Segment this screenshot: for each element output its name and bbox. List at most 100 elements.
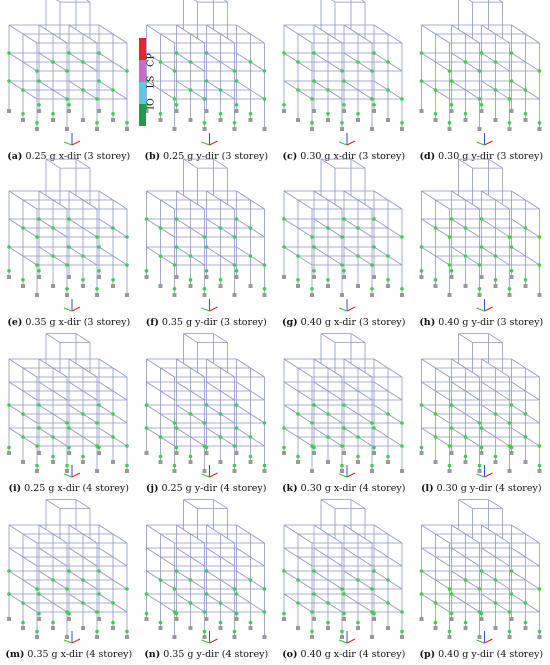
support bbox=[509, 617, 514, 621]
hinge bbox=[282, 569, 286, 573]
support bbox=[386, 626, 390, 630]
beam bbox=[146, 547, 175, 567]
hinge bbox=[479, 103, 484, 107]
hinge bbox=[158, 226, 163, 230]
beam bbox=[511, 358, 540, 378]
support bbox=[537, 469, 542, 473]
hinge bbox=[340, 629, 344, 634]
panel-letter: (j) bbox=[146, 483, 158, 494]
hinge bbox=[204, 245, 209, 249]
support bbox=[232, 635, 237, 639]
support bbox=[342, 617, 346, 621]
axis-y bbox=[338, 307, 348, 312]
panel-caption: (f) 0.35 g y-dir (3 storey) bbox=[146, 317, 267, 328]
hinge bbox=[447, 587, 452, 591]
hinge bbox=[65, 587, 69, 591]
hinge bbox=[537, 463, 542, 468]
hinge bbox=[7, 245, 11, 249]
hinge bbox=[172, 421, 177, 425]
hinge bbox=[370, 97, 374, 101]
axis-x bbox=[484, 638, 493, 644]
beam bbox=[481, 427, 510, 447]
legend-label: LS bbox=[146, 76, 157, 89]
hinge bbox=[174, 569, 179, 573]
hinge bbox=[342, 79, 346, 83]
hinge bbox=[234, 611, 239, 616]
hinge bbox=[296, 254, 300, 258]
hinge bbox=[493, 60, 498, 64]
support bbox=[174, 109, 179, 113]
hinge bbox=[282, 103, 286, 107]
support bbox=[202, 469, 207, 473]
hinge bbox=[400, 444, 404, 448]
hinge bbox=[67, 245, 71, 249]
panel-letter: (i) bbox=[9, 483, 22, 494]
panel-letter: (n) bbox=[144, 649, 160, 660]
hinge bbox=[509, 51, 514, 55]
hinge bbox=[282, 51, 286, 55]
panel-caption: (l) 0.30 g y-dir (4 storey) bbox=[421, 483, 542, 494]
support bbox=[340, 635, 344, 639]
beam bbox=[373, 24, 403, 44]
hinge bbox=[234, 426, 239, 430]
hinge bbox=[340, 444, 344, 448]
frame-member bbox=[488, 158, 503, 169]
support bbox=[232, 469, 237, 473]
hinge bbox=[35, 629, 39, 634]
frame-member bbox=[330, 0, 336, 3]
support bbox=[386, 118, 390, 122]
support bbox=[202, 635, 207, 639]
support bbox=[342, 275, 346, 279]
hinge bbox=[97, 569, 101, 573]
support bbox=[7, 109, 11, 113]
hinge bbox=[463, 254, 468, 258]
axis-x bbox=[484, 306, 493, 312]
beam bbox=[421, 246, 450, 266]
axis-x bbox=[484, 472, 493, 478]
support bbox=[204, 617, 209, 621]
support bbox=[433, 626, 438, 630]
hinge bbox=[67, 569, 71, 573]
hinge bbox=[523, 112, 528, 116]
hinge bbox=[97, 79, 101, 83]
support bbox=[95, 293, 99, 297]
hinge bbox=[477, 610, 482, 614]
beam bbox=[146, 404, 175, 424]
axis-y bbox=[201, 307, 210, 312]
panel-letter: (d) bbox=[419, 151, 435, 162]
support bbox=[204, 451, 209, 455]
beam bbox=[283, 190, 313, 210]
frame-member bbox=[320, 499, 336, 509]
support bbox=[463, 118, 468, 122]
hinge bbox=[21, 278, 25, 282]
beam bbox=[313, 524, 343, 544]
support bbox=[372, 617, 376, 621]
hinge bbox=[312, 569, 316, 573]
hinge bbox=[125, 587, 129, 591]
hinge bbox=[232, 69, 237, 73]
hinge bbox=[144, 426, 149, 430]
support bbox=[400, 293, 404, 297]
support bbox=[509, 109, 514, 113]
hinge bbox=[111, 620, 115, 625]
support bbox=[342, 451, 346, 455]
support bbox=[282, 451, 286, 455]
support bbox=[447, 635, 452, 639]
support bbox=[67, 109, 71, 113]
panel-text: 0.25 g y-dir (4 storey) bbox=[161, 483, 266, 494]
hinge bbox=[111, 435, 115, 439]
hinge bbox=[202, 421, 207, 425]
panel-caption: (a) 0.25 g x-dir (3 storey) bbox=[7, 151, 130, 162]
hinge bbox=[51, 435, 55, 439]
support bbox=[326, 118, 330, 122]
hinge bbox=[51, 578, 55, 582]
beam bbox=[283, 524, 313, 544]
hinge bbox=[463, 454, 468, 459]
beam bbox=[8, 246, 38, 266]
beam bbox=[176, 24, 205, 44]
axis-x bbox=[209, 306, 218, 312]
axis-y bbox=[476, 141, 485, 146]
hinge bbox=[447, 121, 452, 125]
support bbox=[125, 293, 129, 297]
panel-caption: (j) 0.25 g y-dir (4 storey) bbox=[146, 483, 266, 494]
